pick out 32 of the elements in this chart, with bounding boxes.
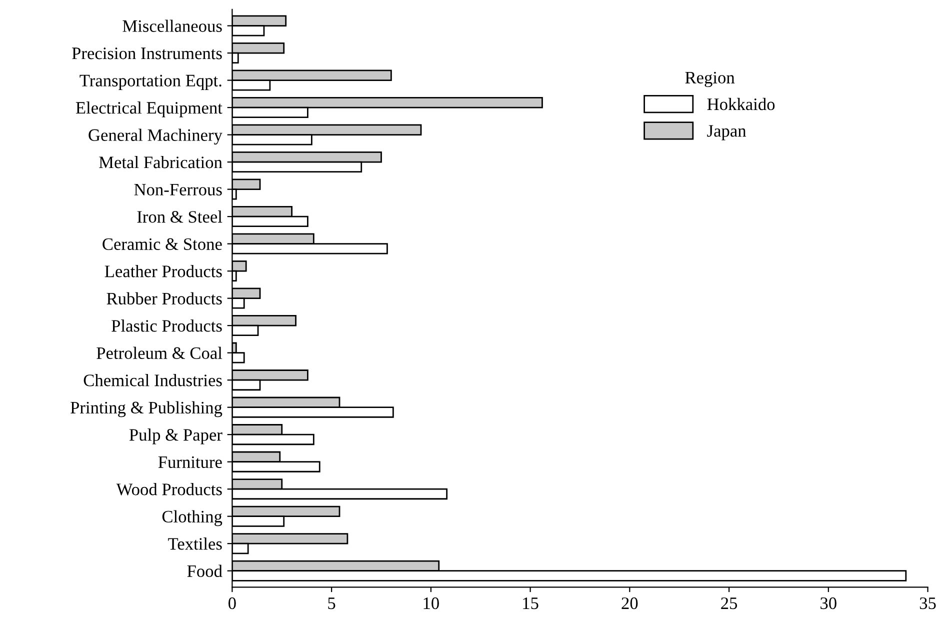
x-tick-label: 0 — [228, 597, 236, 610]
y-tick-label: Leather Products — [104, 265, 222, 278]
y-tick-label: Plastic Products — [112, 320, 222, 332]
y-tick-label: Pulp & Paper — [129, 428, 222, 444]
y-tick-label: Metal Fabrication — [99, 156, 222, 168]
x-tick-label: 10 — [424, 597, 439, 610]
y-tick-label: Miscellaneous — [122, 20, 222, 32]
y-tick-label: Rubber Products — [106, 292, 222, 304]
legend-label: Hokkaido — [707, 98, 775, 110]
y-tick-label: Precision Instruments — [72, 48, 222, 60]
legend-label: Japan — [707, 125, 746, 140]
x-tick-label: 30 — [820, 597, 836, 610]
y-tick-label: Iron & Steel — [137, 210, 222, 223]
y-tick-label: Petroleum & Coal — [96, 346, 222, 359]
y-tick-label: Electrical Equipment — [76, 102, 222, 118]
y-tick-label: Transportation Eqpt. — [80, 74, 222, 90]
y-tick-label: Chemical Industries — [84, 374, 222, 386]
y-tick-label: General Machinery — [88, 128, 222, 145]
y-tick-label: Wood Products — [116, 483, 222, 496]
y-tick-label: Non-Ferrous — [134, 184, 222, 196]
x-tick-label: 5 — [328, 598, 336, 610]
y-tick-label: Food — [187, 564, 222, 578]
x-tick-label: 25 — [721, 597, 738, 610]
y-tick-label: Textiles — [168, 538, 222, 550]
y-tick-label: Furniture — [158, 456, 222, 468]
x-tick-label: 35 — [920, 597, 936, 610]
y-tick-label: Ceramic & Stone — [102, 238, 222, 250]
x-tick-label: 15 — [523, 597, 538, 610]
x-tick-label: 20 — [622, 597, 638, 610]
y-tick-label: Clothing — [162, 510, 222, 526]
y-tick-label: Printing & Publishing — [70, 401, 222, 418]
legend-title: Region — [685, 72, 735, 88]
